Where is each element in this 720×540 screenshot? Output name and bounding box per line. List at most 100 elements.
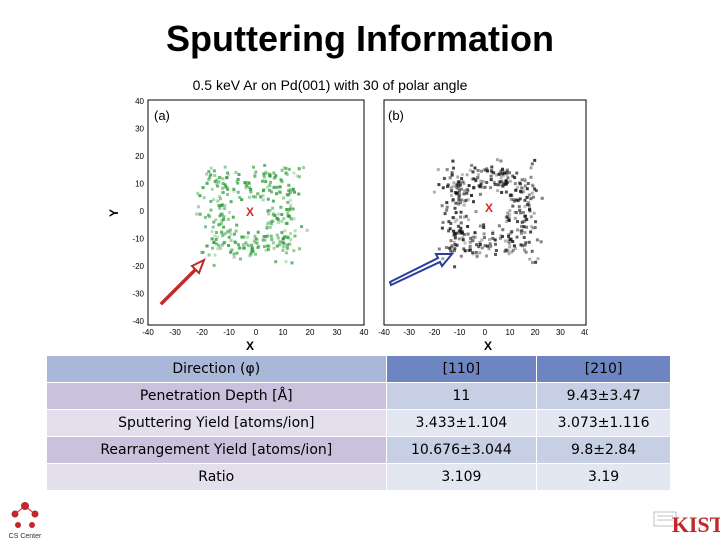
scatter-dot (457, 189, 461, 193)
tick-label: 30 (135, 125, 144, 134)
scatter-dot (520, 220, 524, 224)
scatter-dot (432, 190, 436, 194)
row-value-110: 3.433±1.104 (385, 409, 538, 437)
table-row: Rearrangement Yield [atoms/ion] 10.676±3… (46, 436, 671, 464)
scatter-dot (461, 236, 465, 240)
scatter-dot (535, 238, 539, 242)
scatter-dot (474, 251, 478, 254)
scatter-dot (220, 190, 224, 194)
scatter-dot (450, 244, 454, 248)
scatter-dot (467, 249, 471, 252)
scatter-dot (241, 246, 245, 250)
scatter-dot (525, 187, 529, 191)
scatter-dot (297, 175, 301, 179)
scatter-dot (462, 247, 466, 251)
panel-b: (b) X -40 -30 -20 -10 0 10 20 30 40 X (378, 99, 588, 352)
scatter-dot (286, 236, 290, 240)
scatter-dot (277, 243, 281, 247)
scatter-dot (459, 210, 463, 214)
scatter-dot (285, 247, 289, 251)
row-value-210: 3.19 (536, 463, 671, 491)
scatter-dot (510, 194, 514, 197)
scatter-dot (481, 180, 485, 184)
scatter-dot (451, 198, 455, 202)
scatter-dot (521, 244, 525, 248)
scatter-dot (253, 234, 257, 238)
scatter-dot (452, 181, 456, 185)
scatter-dot (213, 253, 217, 257)
scatter-dot (198, 212, 202, 216)
scatter-dot (451, 216, 455, 220)
scatter-dot (220, 203, 223, 207)
scatter-dot (245, 243, 249, 247)
scatter-dot (523, 177, 527, 181)
row-label: Sputtering Yield [atoms/ion] (46, 409, 387, 437)
table-row: Penetration Depth [Å] 11 9.43±3.47 (46, 382, 671, 410)
scatter-dot (516, 185, 520, 189)
scatter-dot (457, 195, 461, 199)
scatter-dot (281, 249, 285, 252)
scatter-dot (489, 174, 493, 178)
tick-label: 30 (556, 328, 565, 337)
scatter-dot (462, 215, 466, 219)
scatter-dot (265, 185, 269, 189)
scatter-dot (213, 174, 217, 177)
scatter-dot (497, 180, 501, 184)
scatter-dot (453, 243, 457, 247)
scatter-dot (247, 195, 251, 199)
scatter-dot (473, 231, 477, 235)
scatter-dot (511, 198, 515, 202)
scatter-dot (453, 206, 457, 210)
scatter-dot (514, 198, 518, 202)
scatter-dot (288, 207, 292, 211)
scatter-dot (234, 229, 238, 233)
scatter-dot (253, 175, 257, 178)
scatter-dot (297, 167, 301, 171)
scatter-dot (515, 235, 519, 239)
scatter-dot (292, 171, 296, 175)
scatter-dot (525, 195, 529, 199)
tick-label: 10 (506, 328, 515, 337)
scatter-dot (473, 235, 477, 239)
scatter-dot (227, 173, 231, 176)
scatter-dot (254, 170, 258, 174)
figure-caption: 0.5 keV Ar on Pd(001) with 30 of polar a… (193, 77, 468, 93)
scatter-dot (277, 221, 280, 225)
scatter-dot (436, 168, 440, 172)
scatter-dot (247, 244, 251, 248)
scatter-dot (285, 245, 289, 249)
scatter-dot (524, 217, 528, 221)
scatter-dot (530, 225, 533, 229)
scatter-dot (291, 187, 295, 191)
scatter-dot (251, 195, 255, 199)
scatter-dot (240, 235, 244, 239)
scatter-dot (244, 241, 248, 245)
header-210: [210] (536, 355, 671, 383)
scatter-dot (489, 169, 493, 173)
scatter-dot (486, 169, 489, 173)
scatter-dot (478, 251, 482, 255)
scatter-dot (293, 229, 297, 233)
scatter-dot (464, 198, 468, 202)
scatter-dot (232, 189, 236, 193)
scatter-dot (218, 176, 222, 180)
scatter-dot (465, 191, 469, 195)
scatter-dot (518, 197, 522, 201)
scatter-dot (465, 173, 469, 177)
scatter-dot (261, 198, 265, 202)
scatter-dot (229, 232, 233, 236)
scatter-dot (222, 225, 226, 229)
scatter-dot (266, 197, 270, 201)
scatter-dot (249, 252, 253, 256)
scatter-dot (446, 183, 450, 187)
scatter-dot (250, 246, 254, 250)
scatter-dot (520, 186, 523, 190)
scatter-dot (211, 225, 215, 229)
scatter-dot (223, 207, 227, 211)
scatter-dot (527, 240, 531, 244)
scatter-dot (209, 199, 213, 203)
scatter-dot (485, 167, 489, 171)
scatter-dot (219, 222, 223, 225)
scatter-dot (452, 233, 456, 237)
scatter-dot (276, 216, 279, 220)
